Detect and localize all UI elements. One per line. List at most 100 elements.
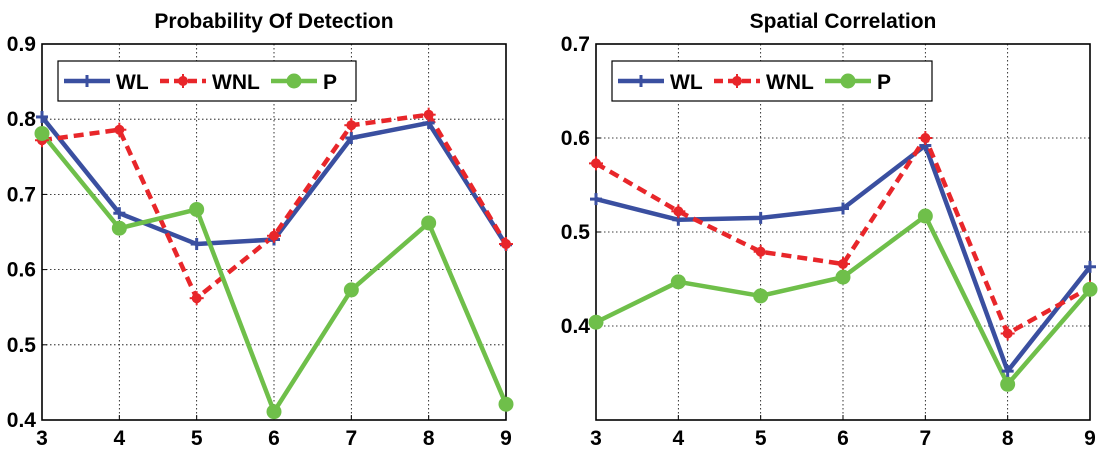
x-tick-label: 3 [590,427,602,450]
x-tick-label: 8 [423,427,435,450]
data-point [189,201,205,217]
y-tick-label: 0.6 [561,127,590,150]
data-point [267,228,281,243]
data-point [918,131,933,145]
legend-label: WNL [766,71,814,94]
data-point [113,207,126,220]
x-tick-label: 8 [1002,427,1014,450]
data-point [421,215,437,231]
data-point [835,269,851,285]
data-point [1001,365,1014,378]
y-tick-label: 0.7 [7,183,36,206]
marker-circle [286,73,302,89]
marker-circle [835,269,851,285]
data-point [589,156,603,171]
legend-label: WL [670,71,703,94]
x-tick-label: 6 [837,427,849,450]
marker-circle [840,73,856,89]
marker-circle [917,208,933,224]
marker-circle [1000,376,1016,392]
x-tick-label: 5 [191,427,203,450]
legend-item-wnl: WNL [160,71,260,94]
y-tick-label: 0.5 [7,334,37,357]
y-tick-label: 0.4 [561,315,591,338]
data-point [34,125,50,141]
marker-circle [421,215,437,231]
data-point [836,256,850,271]
data-point [111,220,127,236]
marker-circle [343,282,359,298]
legend-label: P [877,71,891,94]
series-markers-wnl [35,107,513,306]
x-tick-label: 3 [36,427,48,450]
x-tick-label: 9 [500,427,512,450]
data-point [1084,260,1096,273]
x-tick-label: 4 [113,427,125,450]
legend-item-p: P [271,71,337,94]
data-point [498,396,514,412]
y-tick-label: 0.8 [7,108,37,131]
data-point [1082,281,1098,297]
chart-title: Probability Of Detection [154,10,393,33]
legend: WL WNL P [57,60,357,102]
chart-1: Probability Of Detection 3 4 5 6 7 8 9 0.4 0.5 0.6… [7,10,514,450]
legend-item-wnl: WNL [714,71,814,94]
chart-title: Spatial Correlation [750,10,937,33]
x-tick-label: 7 [345,427,357,450]
chart-2: Spatial Correlation 3 4 5 6 7 8 9 0.4 0.5 0.6 0.7 WL… [561,10,1098,450]
legend: WL WNL P [611,60,933,102]
legend-box [611,60,933,102]
data-point [1000,376,1016,392]
x-tick-label: 7 [919,427,931,450]
marker-circle [189,201,205,217]
y-tick-label: 0.7 [561,33,590,56]
series-markers-wl [590,139,1096,378]
series-markers-p [34,125,514,420]
y-tick-label: 0.4 [7,409,37,432]
marker-circle [266,404,282,420]
y-tick-label: 0.9 [7,33,36,56]
data-point [753,288,769,304]
legend-item-wl: WL [64,71,149,94]
data-point [590,193,602,206]
data-point [588,314,604,330]
marker-circle [111,220,127,236]
data-point [421,107,436,122]
marker-circle [753,288,769,304]
data-point [670,274,686,290]
data-point [343,282,359,298]
data-point [837,202,849,215]
data-point [499,237,513,252]
series-markers-p [588,208,1098,392]
marker-circle [34,125,50,141]
data-point [112,122,127,137]
legend-item-p: P [825,71,891,94]
legend-item-wl: WL [618,71,703,94]
legend-label: WL [116,71,149,94]
data-point [345,132,358,144]
y-tick-label: 0.6 [7,259,36,282]
series-markers-wnl [589,131,1097,341]
marker-circle [670,274,686,290]
data-point [189,291,204,306]
data-point [1000,326,1015,341]
data-point [344,118,359,133]
data-point [190,238,203,251]
data-point [917,208,933,224]
legend-label: P [323,71,337,94]
data-point [36,110,48,123]
x-tick-label: 4 [672,427,684,450]
x-tick-label: 6 [268,427,280,450]
marker-circle [1082,281,1098,297]
x-tick-label: 9 [1084,427,1096,450]
data-point [671,204,686,219]
data-point [266,404,282,420]
y-tick-label: 0.5 [561,221,591,244]
data-point [753,244,768,259]
legend-label: WNL [212,71,260,94]
x-tick-label: 5 [755,427,767,450]
marker-circle [498,396,514,412]
data-point [754,211,767,224]
marker-circle [588,314,604,330]
